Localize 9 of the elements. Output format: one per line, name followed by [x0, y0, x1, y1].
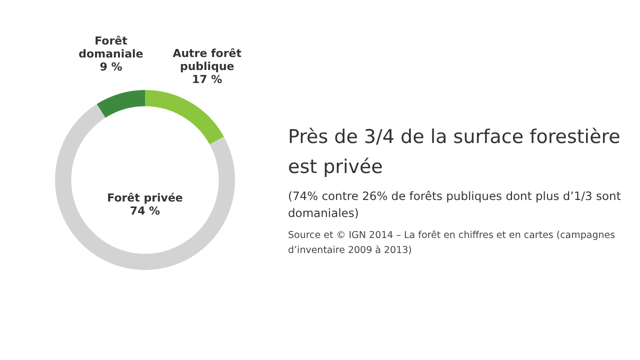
data-label: 17 %: [192, 72, 222, 86]
data-label: 9 %: [100, 60, 122, 74]
slice-label: Forêt privée: [107, 191, 183, 204]
slice-label: Autre forêt publique: [172, 46, 242, 73]
slice-label: Forêt domaniale: [78, 34, 144, 61]
text: (74% contre 26% de forêts publiques dont plus d’1/3 sont domaniales): [288, 188, 622, 222]
data-label: 74 %: [130, 204, 160, 218]
text: Près de 3/4 de la surface forestière est privée: [288, 125, 622, 180]
source-note: Source et © IGN 2014 – La forêt en chiffres et en cartes (campagnes d’inventaire 2009 à 2013): [288, 229, 616, 258]
